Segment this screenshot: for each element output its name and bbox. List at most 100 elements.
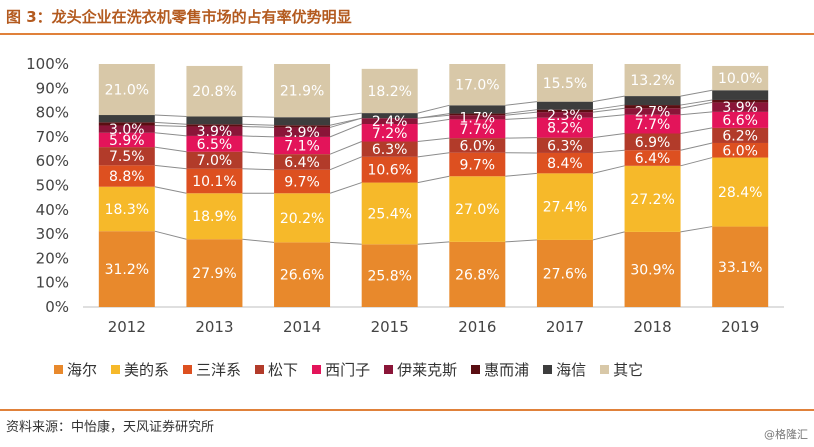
connector-line — [242, 123, 275, 126]
bar-segment-5-2019 — [712, 111, 769, 128]
bar-segment-7-2012 — [98, 122, 155, 126]
connector-line — [329, 156, 362, 171]
bar-segment-1-2016 — [449, 241, 506, 307]
y-tick-label: 20% — [36, 249, 69, 267]
data-label: 1.7% — [460, 110, 496, 126]
bar-segment-6-2016 — [449, 115, 506, 120]
bar-segment-8-2012 — [98, 115, 155, 123]
connector-line — [592, 104, 625, 111]
data-label: 26.8% — [455, 267, 499, 283]
legend-item: 美的系 — [111, 359, 169, 380]
data-label: 27.0% — [455, 202, 499, 218]
data-label: 3.9% — [722, 100, 758, 116]
bar-segment-4-2018 — [624, 133, 681, 151]
bar-segment-8-2017 — [536, 101, 593, 110]
bar-segment-8-2018 — [624, 96, 681, 106]
data-label: 5.9% — [109, 133, 145, 149]
connector-line — [154, 124, 187, 127]
connector-line — [680, 157, 713, 167]
y-tick-label: 100% — [26, 55, 69, 73]
data-label: 21.9% — [280, 84, 324, 100]
watermark: @格隆汇 — [764, 428, 808, 441]
bar-segment-2-2013 — [186, 193, 243, 240]
connector-line — [417, 104, 450, 114]
bar-segment-3-2013 — [186, 168, 243, 194]
legend-item: 松下 — [255, 359, 298, 380]
bar-segment-9-2012 — [98, 64, 155, 116]
connector-line — [592, 165, 625, 174]
data-label: 6.2% — [722, 128, 758, 144]
data-label: 27.6% — [543, 266, 587, 282]
data-label: 27.9% — [192, 266, 236, 282]
bar-segment-5-2018 — [624, 114, 681, 134]
legend-label: 海信 — [556, 360, 587, 379]
bar-segment-3-2017 — [536, 152, 593, 174]
data-label: 2.3% — [547, 108, 583, 124]
data-label: 6.6% — [722, 113, 758, 129]
legend-swatch — [312, 364, 322, 374]
connector-line — [592, 231, 625, 241]
connector-line — [242, 238, 275, 243]
bar-segment-4-2016 — [449, 138, 506, 153]
bar-segment-8-2014 — [274, 117, 331, 126]
title-divider — [0, 33, 814, 35]
connector-line — [329, 182, 362, 194]
data-label: 25.4% — [367, 206, 411, 222]
connector-line — [505, 239, 537, 243]
bar-segment-8-2013 — [186, 116, 243, 125]
bar-segment-7-2017 — [536, 109, 593, 113]
data-label: 28.4% — [718, 185, 762, 201]
y-tick-label: 50% — [36, 177, 69, 195]
chart-legend: 海尔 美的系 三洋系 松下 西门子 伊莱克斯 惠而浦 海信 其它 — [54, 358, 794, 380]
x-tick-label: 2015 — [371, 318, 409, 336]
connector-line — [242, 135, 275, 138]
bar-segment-6-2014 — [274, 127, 331, 137]
legend-swatch — [600, 364, 610, 374]
legend-swatch — [543, 364, 553, 374]
data-label: 20.2% — [280, 211, 324, 227]
connector-line — [680, 99, 713, 106]
bar-segment-1-2019 — [712, 226, 769, 307]
data-label: 7.2% — [372, 126, 408, 142]
data-label: 18.9% — [192, 209, 236, 225]
connector-line — [592, 114, 625, 119]
data-label: 6.4% — [284, 155, 320, 171]
connector-line — [154, 164, 187, 170]
data-label: 20.8% — [192, 84, 236, 100]
connector-line — [505, 172, 537, 177]
bar-segment-9-2013 — [186, 65, 243, 117]
connector-line — [329, 123, 362, 138]
bar-segment-5-2017 — [536, 117, 593, 138]
data-label: 26.6% — [280, 268, 324, 284]
connector-line — [417, 113, 450, 119]
data-label: 6.0% — [722, 143, 758, 159]
data-label: 7.7% — [635, 117, 671, 133]
connector-line — [154, 114, 187, 117]
data-label: 8.8% — [109, 169, 145, 185]
y-tick-label: 70% — [36, 128, 69, 146]
data-label: 2.4% — [372, 114, 408, 130]
bar-segment-6-2018 — [624, 108, 681, 115]
bar-segment-7-2016 — [449, 113, 506, 116]
bar-segment-1-2012 — [98, 231, 155, 307]
bar-segment-8-2019 — [712, 90, 769, 100]
bar-segment-9-2014 — [274, 64, 331, 118]
data-label: 8.2% — [547, 121, 583, 137]
data-label: 27.2% — [630, 192, 674, 208]
data-label: 7.7% — [460, 122, 496, 138]
bar-segment-7-2014 — [274, 125, 331, 128]
data-label: 3.9% — [197, 124, 233, 140]
connector-line — [242, 151, 275, 155]
connector-line — [154, 230, 187, 240]
bar-segment-9-2015 — [361, 68, 418, 114]
y-tick-label: 10% — [36, 274, 69, 292]
bar-segment-4-2012 — [98, 147, 155, 166]
data-label: 3.9% — [284, 125, 320, 141]
bar-segment-5-2015 — [361, 124, 418, 142]
bar-segment-4-2017 — [536, 137, 593, 153]
legend-item: 惠而浦 — [471, 359, 529, 380]
connector-line — [242, 125, 275, 128]
legend-label: 惠而浦 — [484, 360, 530, 379]
data-label: 27.4% — [543, 200, 587, 216]
legend-label: 其它 — [613, 360, 644, 379]
